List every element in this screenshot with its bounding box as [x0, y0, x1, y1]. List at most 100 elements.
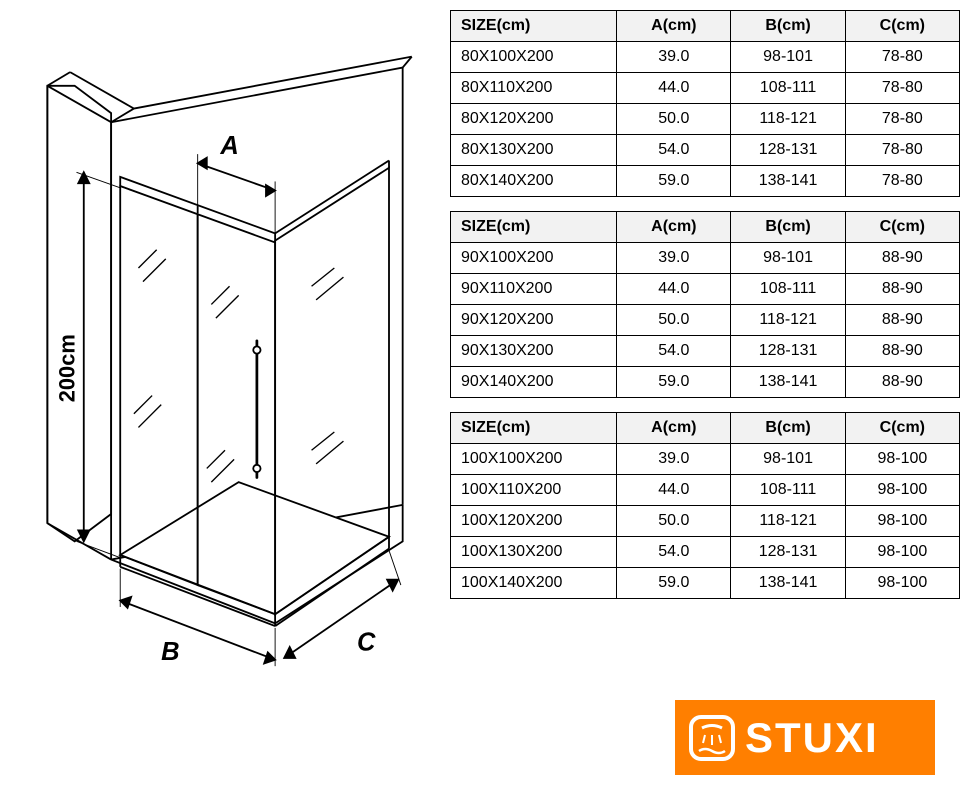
table-cell: 98-100	[845, 506, 959, 537]
table-cell: 80X110X200	[451, 73, 617, 104]
col-header-a: A(cm)	[617, 413, 731, 444]
size-tables-area: SIZE(cm) A(cm) B(cm) C(cm) 80X100X20039.…	[450, 0, 970, 810]
col-header-c: C(cm)	[845, 11, 959, 42]
table-row: 80X120X20050.0118-12178-80	[451, 104, 960, 135]
dim-label-c: C	[357, 629, 376, 657]
table-cell: 108-111	[731, 73, 845, 104]
table-cell: 39.0	[617, 444, 731, 475]
dim-label-b: B	[161, 638, 179, 666]
col-header-a: A(cm)	[617, 11, 731, 42]
table-cell: 90X120X200	[451, 305, 617, 336]
table-row: 100X120X20050.0118-12198-100	[451, 506, 960, 537]
table-row: 90X130X20054.0128-13188-90	[451, 336, 960, 367]
table-cell: 80X120X200	[451, 104, 617, 135]
table-cell: 44.0	[617, 73, 731, 104]
table-row: 90X100X20039.098-10188-90	[451, 243, 960, 274]
brand-logo: STUXI	[675, 700, 935, 775]
table-cell: 118-121	[731, 506, 845, 537]
table-cell: 88-90	[845, 243, 959, 274]
table-cell: 80X100X200	[451, 42, 617, 73]
table-cell: 100X100X200	[451, 444, 617, 475]
table-cell: 90X100X200	[451, 243, 617, 274]
table-cell: 98-101	[731, 42, 845, 73]
table-cell: 100X140X200	[451, 568, 617, 599]
table-row: 80X130X20054.0128-13178-80	[451, 135, 960, 166]
table-cell: 39.0	[617, 243, 731, 274]
table-row: 100X140X20059.0138-14198-100	[451, 568, 960, 599]
table-cell: 78-80	[845, 166, 959, 197]
table-cell: 90X110X200	[451, 274, 617, 305]
table-cell: 80X140X200	[451, 166, 617, 197]
table-cell: 128-131	[731, 537, 845, 568]
table-cell: 54.0	[617, 537, 731, 568]
table-row: 80X100X20039.098-10178-80	[451, 42, 960, 73]
table-cell: 90X140X200	[451, 367, 617, 398]
table-cell: 88-90	[845, 367, 959, 398]
table-cell: 90X130X200	[451, 336, 617, 367]
table-row: 90X120X20050.0118-12188-90	[451, 305, 960, 336]
table-cell: 80X130X200	[451, 135, 617, 166]
table-cell: 50.0	[617, 104, 731, 135]
col-header-size: SIZE(cm)	[451, 413, 617, 444]
table-cell: 108-111	[731, 475, 845, 506]
table-cell: 78-80	[845, 104, 959, 135]
table-cell: 128-131	[731, 336, 845, 367]
table-cell: 128-131	[731, 135, 845, 166]
size-table-1: SIZE(cm) A(cm) B(cm) C(cm) 80X100X20039.…	[450, 10, 960, 197]
table-row: 90X110X20044.0108-11188-90	[451, 274, 960, 305]
dim-label-a: A	[219, 132, 238, 160]
table-cell: 118-121	[731, 104, 845, 135]
size-table-2: SIZE(cm) A(cm) B(cm) C(cm) 90X100X20039.…	[450, 211, 960, 398]
col-header-b: B(cm)	[731, 11, 845, 42]
table-1-body: 80X100X20039.098-10178-8080X110X20044.01…	[451, 42, 960, 197]
table-cell: 138-141	[731, 568, 845, 599]
table-cell: 44.0	[617, 475, 731, 506]
col-header-a: A(cm)	[617, 212, 731, 243]
col-header-b: B(cm)	[731, 413, 845, 444]
table-cell: 98-100	[845, 537, 959, 568]
table-cell: 39.0	[617, 42, 731, 73]
isometric-drawing: A 200cm B	[20, 20, 430, 680]
table-cell: 100X110X200	[451, 475, 617, 506]
table-row: 100X130X20054.0128-13198-100	[451, 537, 960, 568]
col-header-size: SIZE(cm)	[451, 212, 617, 243]
table-cell: 59.0	[617, 166, 731, 197]
table-cell: 88-90	[845, 274, 959, 305]
table-cell: 50.0	[617, 506, 731, 537]
table-cell: 108-111	[731, 274, 845, 305]
table-cell: 118-121	[731, 305, 845, 336]
shower-enclosure-diagram: A 200cm B	[0, 0, 450, 700]
table-cell: 98-100	[845, 568, 959, 599]
table-cell: 54.0	[617, 135, 731, 166]
table-cell: 50.0	[617, 305, 731, 336]
size-table-3: SIZE(cm) A(cm) B(cm) C(cm) 100X100X20039…	[450, 412, 960, 599]
table-cell: 59.0	[617, 367, 731, 398]
table-row: 100X110X20044.0108-11198-100	[451, 475, 960, 506]
table-3-body: 100X100X20039.098-10198-100100X110X20044…	[451, 444, 960, 599]
table-cell: 78-80	[845, 73, 959, 104]
table-cell: 54.0	[617, 336, 731, 367]
table-cell: 98-101	[731, 444, 845, 475]
height-label: 200cm	[55, 334, 80, 402]
table-cell: 138-141	[731, 367, 845, 398]
col-header-b: B(cm)	[731, 212, 845, 243]
table-cell: 98-100	[845, 475, 959, 506]
table-cell: 100X120X200	[451, 506, 617, 537]
col-header-size: SIZE(cm)	[451, 11, 617, 42]
table-row: 100X100X20039.098-10198-100	[451, 444, 960, 475]
table-cell: 98-101	[731, 243, 845, 274]
table-2-body: 90X100X20039.098-10188-9090X110X20044.01…	[451, 243, 960, 398]
table-cell: 88-90	[845, 305, 959, 336]
table-cell: 98-100	[845, 444, 959, 475]
col-header-c: C(cm)	[845, 413, 959, 444]
col-header-c: C(cm)	[845, 212, 959, 243]
table-row: 80X110X20044.0108-11178-80	[451, 73, 960, 104]
table-cell: 88-90	[845, 336, 959, 367]
table-cell: 78-80	[845, 42, 959, 73]
table-cell: 100X130X200	[451, 537, 617, 568]
table-row: 80X140X20059.0138-14178-80	[451, 166, 960, 197]
table-cell: 44.0	[617, 274, 731, 305]
table-row: 90X140X20059.0138-14188-90	[451, 367, 960, 398]
shower-icon	[687, 713, 737, 763]
table-cell: 78-80	[845, 135, 959, 166]
